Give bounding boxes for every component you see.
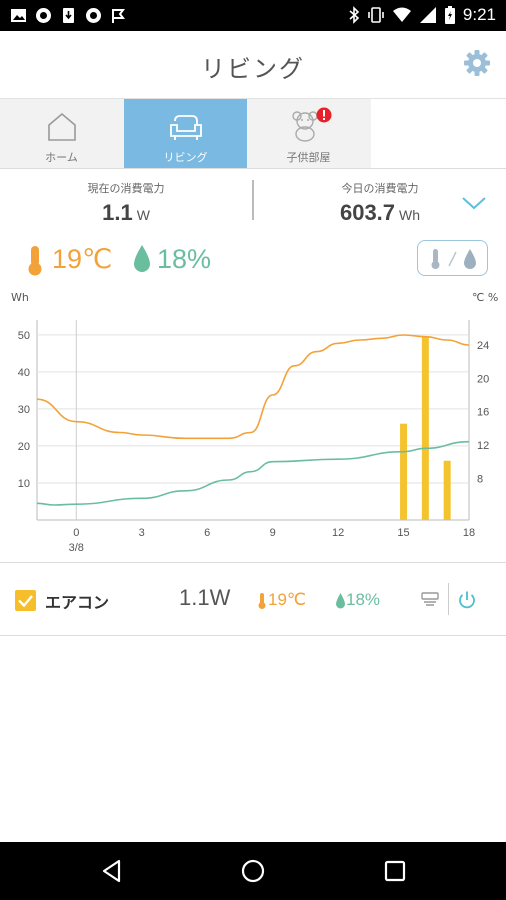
chevron-down-icon[interactable]	[460, 193, 488, 213]
x-tick-label: 0	[73, 527, 79, 539]
tab-empty-space	[371, 99, 506, 168]
y-left-tick-label: 40	[18, 367, 30, 379]
tab-kids-room[interactable]: 子供部屋	[247, 99, 370, 168]
summary-divider	[252, 180, 254, 220]
recents-icon[interactable]	[380, 856, 410, 886]
energy-bar	[400, 423, 408, 520]
current-power: 現在の消費電力 1.1 W	[40, 180, 212, 226]
teddy-bear-icon	[292, 107, 332, 142]
vibrate-icon	[368, 7, 384, 23]
x-tick-label: 3	[139, 527, 145, 539]
power-icon[interactable]	[456, 589, 478, 611]
back-icon[interactable]	[97, 856, 127, 886]
sofa-icon	[170, 115, 202, 140]
home-icon[interactable]	[238, 856, 268, 886]
y-right-tick-label: 20	[477, 373, 489, 385]
signal-icon	[419, 7, 436, 23]
aircon-unit-icon[interactable]	[420, 590, 440, 610]
x-tick-label: 6	[204, 527, 210, 539]
settings-gear-icon[interactable]	[462, 48, 492, 78]
y-right-tick-label: 24	[477, 340, 489, 352]
device-row-aircon[interactable]: エアコン 1.1W 19℃ 18%	[0, 562, 506, 636]
today-power: 今日の消費電力 603.7 Wh	[300, 180, 460, 226]
x-tick-label: 9	[270, 527, 276, 539]
right-axis-unit: ℃ %	[472, 291, 499, 304]
climate-readout: 19℃ 18%	[0, 238, 506, 282]
energy-bar	[443, 460, 451, 520]
temperature-value: 19℃	[52, 244, 113, 274]
temperature-line	[36, 334, 470, 440]
page-title: リビング	[201, 55, 305, 83]
y-right-tick-label: 16	[477, 407, 489, 419]
record-icon-2	[86, 8, 101, 23]
flag-icon	[112, 9, 125, 23]
room-tabs: ホーム リビング 子供部屋	[0, 99, 506, 169]
x-tick-label: 15	[397, 527, 409, 539]
status-bar: 9:21	[0, 0, 506, 31]
download-icon	[63, 8, 74, 23]
device-water-drop-icon	[336, 593, 345, 609]
y-left-tick-label: 10	[18, 478, 30, 490]
energy-chart: Wh ℃ % 10 20 30 40 50 8 12 16 20 24 0 3 6 9 12 15 18 3/8	[0, 284, 506, 560]
today-power-label: 今日の消費電力	[341, 182, 419, 195]
x-tick-label: 12	[332, 527, 344, 539]
tab-living-label: リビング	[163, 151, 208, 164]
house-icon	[48, 112, 76, 141]
chart-canvas: 10 20 30 40 50 8 12 16 20 24 0 3 6 9 12 15 18 3/8	[18, 320, 489, 554]
x-date-label: 3/8	[69, 542, 84, 554]
battery-icon	[444, 6, 455, 24]
y-right-tick-label: 8	[477, 473, 483, 485]
wifi-icon	[392, 7, 411, 22]
image-icon	[11, 9, 26, 22]
y-left-tick-label: 30	[18, 404, 30, 416]
tab-kids-room-label: 子供部屋	[286, 151, 331, 164]
app-bar: リビング	[0, 31, 506, 99]
y-right-tick-label: 12	[477, 440, 489, 452]
device-power: 1.1W	[179, 585, 231, 610]
system-status: 9:21	[348, 5, 496, 25]
y-left-tick-label: 50	[18, 330, 30, 342]
tab-home[interactable]: ホーム	[0, 99, 123, 168]
current-power-label: 現在の消費電力	[87, 182, 165, 195]
today-power-unit: Wh	[399, 207, 421, 223]
y-left-tick-label: 20	[18, 441, 30, 453]
energy-bar	[421, 336, 429, 520]
device-humidity: 18%	[346, 590, 381, 609]
current-power-value: 1.1	[102, 200, 133, 225]
notification-icons	[10, 7, 127, 24]
today-power-value: 603.7	[339, 200, 396, 225]
power-summary: 現在の消費電力 1.1 W 今日の消費電力 603.7 Wh	[0, 170, 506, 236]
navigation-bar	[0, 842, 506, 900]
humidity-value: 18%	[157, 244, 212, 274]
temp-humidity-toggle-button[interactable]	[417, 240, 488, 276]
thermometer-icon	[28, 246, 42, 276]
device-checkbox[interactable]	[15, 590, 36, 611]
tab-living[interactable]: リビング	[124, 99, 247, 168]
current-power-unit: W	[136, 207, 150, 223]
clock: 9:21	[462, 5, 496, 24]
device-name: エアコン	[45, 593, 110, 612]
device-row-divider	[448, 583, 449, 615]
left-axis-unit: Wh	[11, 291, 29, 304]
check-icon	[18, 595, 33, 608]
thermo-humidity-icon	[431, 249, 476, 269]
record-icon	[36, 8, 51, 23]
tab-home-label: ホーム	[45, 151, 78, 164]
x-tick-label: 18	[463, 527, 475, 539]
device-temperature: 19℃	[268, 590, 307, 609]
bluetooth-icon	[349, 6, 360, 24]
water-drop-icon	[134, 245, 150, 272]
device-thermometer-icon	[258, 593, 266, 609]
humidity-line	[36, 440, 470, 506]
